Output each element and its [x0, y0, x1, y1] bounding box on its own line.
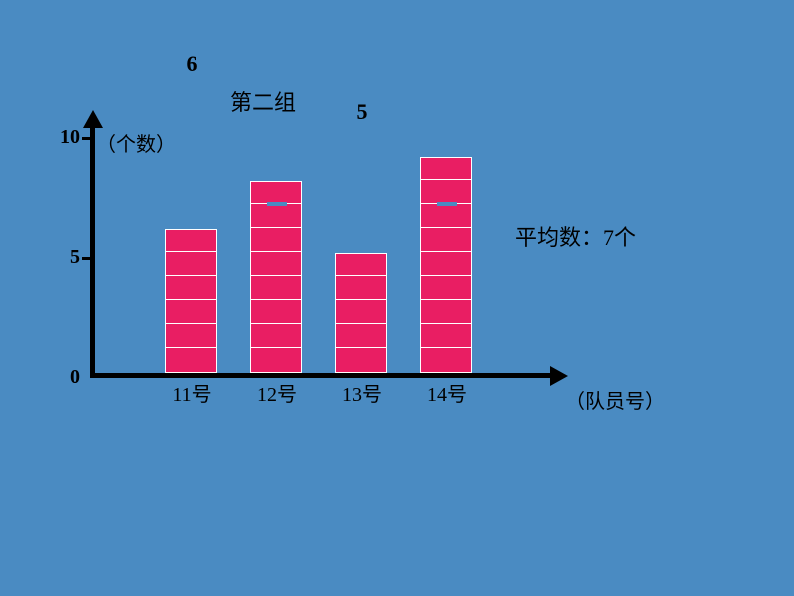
bar-category-label: 14号 [421, 378, 473, 407]
bar: 914号 [420, 157, 472, 373]
bar-segment-line [166, 299, 216, 300]
bar-segment-line [421, 179, 471, 180]
bar-segment-line [166, 323, 216, 324]
chart-title: 第二组 [230, 85, 296, 117]
bar-segment-line [251, 251, 301, 252]
y-tick-label: 0 [50, 366, 80, 389]
bar-segment-line [251, 347, 301, 348]
bar-segment-line [251, 299, 301, 300]
y-axis-arrow-icon [83, 110, 103, 128]
bar-segment-line [166, 251, 216, 252]
x-axis [90, 373, 560, 378]
y-tick-label: 5 [50, 246, 80, 269]
bar-segment-line [166, 347, 216, 348]
bar: 611号 [165, 229, 217, 373]
bar-segment-line [421, 227, 471, 228]
bar-value-label: 5 [336, 99, 388, 125]
y-tick-label: 10 [50, 126, 80, 149]
axis-area: 0510 611号812号513号914号 [90, 130, 550, 378]
bar-segment-line [166, 275, 216, 276]
bar-segment-line [251, 275, 301, 276]
bar-segment-line [251, 323, 301, 324]
bar-category-label: 13号 [336, 378, 388, 407]
bar-segment-line [336, 347, 386, 348]
bar-segment-line [421, 347, 471, 348]
bar-group: 914号 [420, 157, 472, 373]
bar: 513号 [335, 253, 387, 373]
bar-segment-line [421, 299, 471, 300]
bar-category-label: 11号 [166, 378, 218, 407]
bar-segment-line [336, 299, 386, 300]
x-axis-label: （队员号） [565, 385, 660, 414]
bar-segment-line [421, 275, 471, 276]
bar-segment-line [336, 275, 386, 276]
bar-group: 812号 [250, 181, 302, 373]
bar-segment-line [421, 251, 471, 252]
x-axis-arrow-icon [550, 366, 568, 386]
bar-value-label: 6 [166, 51, 218, 77]
bar-group: 513号 [335, 253, 387, 373]
bar-segment-line [421, 323, 471, 324]
mean-marker [437, 202, 457, 206]
bar-category-label: 12号 [251, 378, 303, 407]
y-tick [82, 137, 90, 140]
bar: 812号 [250, 181, 302, 373]
y-axis [90, 120, 95, 378]
chart-container: 第二组 （个数） （队员号） 平均数：7个 0510 611号812号513号9… [60, 80, 660, 400]
bar-group: 611号 [165, 229, 217, 373]
mean-marker [267, 202, 287, 206]
bar-segment-line [336, 323, 386, 324]
y-tick [82, 257, 90, 260]
bar-segment-line [251, 227, 301, 228]
